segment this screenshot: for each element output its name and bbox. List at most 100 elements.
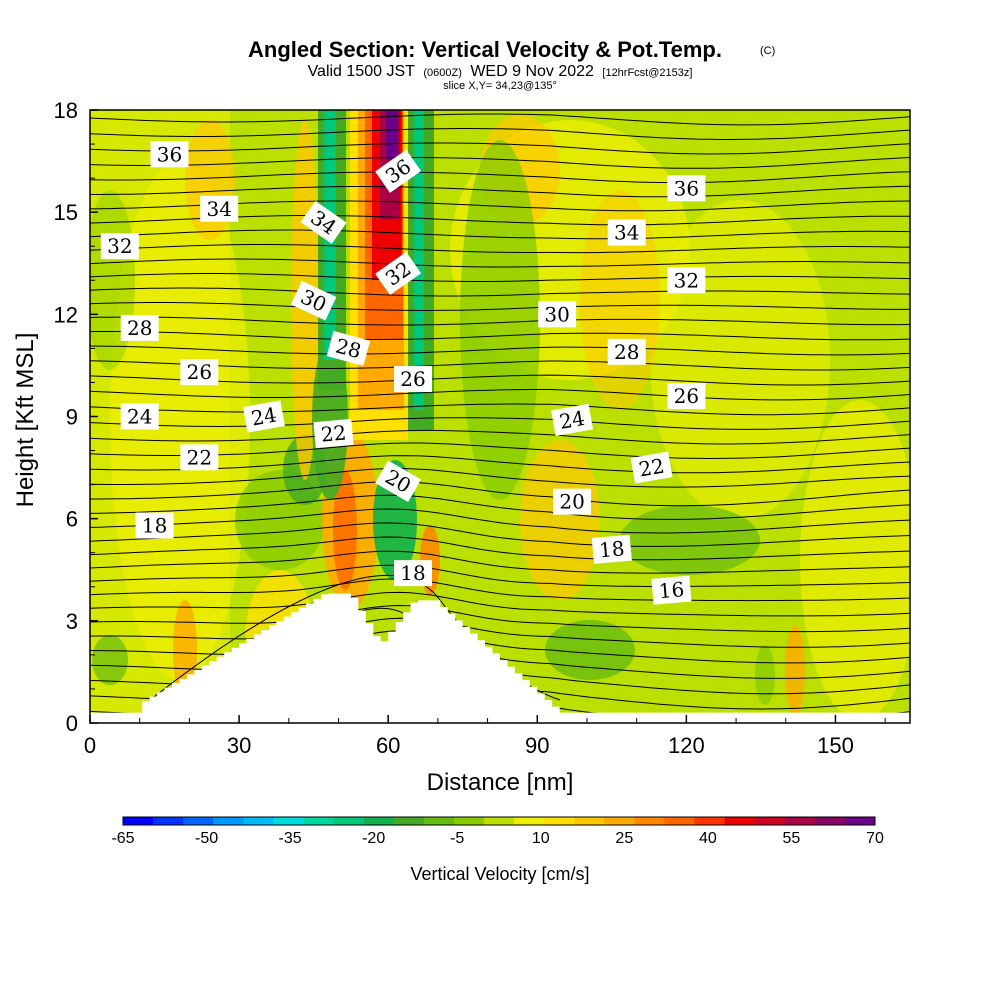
y-axis: 0 3 6 9 12 15 18: [54, 98, 98, 736]
colorbar-swatch: [483, 817, 515, 825]
y-tick-label: 12: [54, 302, 78, 327]
pot-temp-label: 24: [551, 403, 594, 437]
colorbar-swatch: [604, 817, 635, 825]
pot-temp-label: 22: [180, 444, 219, 471]
pot-temp-label: 24: [120, 403, 159, 430]
colorbar-tick-label: 10: [532, 830, 550, 847]
colorbar-tick-label: 55: [783, 830, 801, 847]
subtitle-valid: Valid 1500 JST: [308, 63, 416, 80]
pot-temp-label: 18: [394, 560, 433, 587]
pot-temp-label: 30: [538, 301, 577, 328]
pot-temp-label-text: 22: [187, 445, 212, 469]
colorbar-tick-label: 40: [699, 830, 717, 847]
colorbar-swatch: [333, 817, 365, 825]
pot-temp-label: 32: [667, 267, 706, 294]
colorbar-label: Vertical Velocity [cm/s]: [410, 864, 589, 884]
colorbar-swatch: [153, 817, 184, 825]
pot-temp-label: 28: [326, 330, 371, 366]
x-tick-label: 120: [668, 733, 705, 758]
pot-temp-label-text: 34: [614, 221, 639, 245]
y-tick-label: 6: [66, 507, 78, 532]
colorbar-tick-label: -20: [362, 830, 385, 847]
y-tick-label: 0: [66, 711, 78, 736]
pot-temp-label: 36: [667, 175, 706, 202]
pot-temp-label-text: 32: [674, 268, 699, 292]
y-tick-label: 15: [54, 200, 78, 225]
colorbar-swatch: [784, 817, 816, 825]
colorbar-swatch: [183, 817, 214, 825]
pot-temp-label-text: 34: [206, 197, 231, 221]
colorbar-swatch: [844, 817, 876, 825]
pot-temp-label: 24: [242, 400, 285, 433]
pot-temp-label: 18: [591, 534, 632, 564]
pot-temp-label-text: 22: [637, 454, 666, 482]
pot-temp-label-text: 36: [674, 176, 699, 200]
x-tick-label: 150: [817, 733, 854, 758]
pot-temp-label: 28: [120, 314, 159, 341]
y-tick-label: 3: [66, 609, 78, 634]
pot-temp-label-text: 18: [142, 513, 167, 537]
pot-temp-label-text: 18: [400, 561, 425, 585]
pot-temp-label: 32: [100, 233, 139, 260]
pot-temp-label-text: 30: [544, 302, 569, 326]
chart-subtitle: Valid 1500 JST (0600Z) WED 9 Nov 2022 [1…: [308, 63, 693, 80]
colorbar-swatch: [243, 817, 274, 825]
y-tick-label: 18: [54, 98, 78, 123]
colorbar-swatch: [303, 817, 335, 825]
terrain-mask: [90, 593, 910, 723]
y-tick-label: 9: [66, 405, 78, 430]
subtitle-fcst: [12hrFcst@2153z]: [602, 67, 692, 79]
pot-temp-label-text: 22: [320, 420, 347, 446]
x-axis: 0 30 60 90 120 150: [84, 715, 886, 758]
pot-temp-label-text: 26: [400, 367, 425, 391]
pot-temp-label: 16: [651, 575, 692, 605]
pot-temp-label-text: 18: [598, 536, 625, 562]
pot-temp-label-text: 28: [127, 316, 152, 340]
colorbar-swatch: [634, 817, 665, 825]
chart-title: Angled Section: Vertical Velocity & Pot.…: [248, 37, 722, 62]
colorbar-swatch: [453, 817, 485, 825]
pot-temp-label: 26: [667, 383, 706, 410]
pot-temp-label: 26: [394, 366, 433, 393]
x-tick-label: 30: [227, 733, 251, 758]
colorbar-swatch: [664, 817, 696, 825]
pot-temp-label-text: 20: [559, 490, 584, 514]
pot-temp-label: 20: [553, 488, 592, 515]
colorbar-tick-label: 70: [866, 830, 884, 847]
colorbar-tick-label: -5: [450, 830, 464, 847]
pot-temp-label-text: 24: [249, 402, 278, 430]
pot-temp-label: 22: [313, 418, 354, 449]
colorbar: -65 -50 -35 -20 -5 10 25 40 55 70: [111, 816, 884, 847]
colorbar-swatch: [724, 817, 756, 825]
pot-temp-label: 18: [135, 512, 174, 539]
colorbar-swatch: [754, 817, 786, 825]
colorbar-swatch: [273, 817, 304, 825]
slice-label: slice X,Y= 34,23@135°: [443, 80, 557, 92]
pot-temp-label-text: 24: [127, 405, 152, 429]
x-tick-label: 0: [84, 733, 96, 758]
colorbar-tick-label: 25: [615, 830, 633, 847]
pot-temp-label-text: 36: [157, 142, 182, 166]
colorbar-swatch: [123, 817, 154, 825]
colorbar-tick-label: -35: [279, 830, 302, 847]
pot-temp-label-text: 16: [658, 577, 685, 603]
colorbar-swatch: [213, 817, 244, 825]
pot-temp-label: 30: [290, 280, 337, 321]
subtitle-date: WED 9 Nov 2022: [470, 63, 594, 80]
x-tick-label: 60: [376, 733, 400, 758]
pot-temp-label-text: 28: [614, 340, 639, 364]
colorbar-tick-label: -65: [111, 830, 134, 847]
pot-temp-label: 22: [630, 451, 673, 484]
subtitle-utc: (0600Z): [423, 67, 462, 79]
colorbar-swatch: [694, 817, 726, 825]
pot-temp-label-text: 32: [107, 234, 132, 258]
colorbar-swatch: [544, 817, 575, 825]
x-axis-label: Distance [nm]: [427, 769, 574, 796]
pot-temp-label-text: 26: [187, 360, 212, 384]
chart-title-tag: (C): [760, 45, 775, 57]
y-axis-label: Height [Kft MSL]: [12, 333, 39, 508]
colorbar-swatch: [423, 817, 455, 825]
pot-temp-label: 28: [607, 338, 646, 365]
